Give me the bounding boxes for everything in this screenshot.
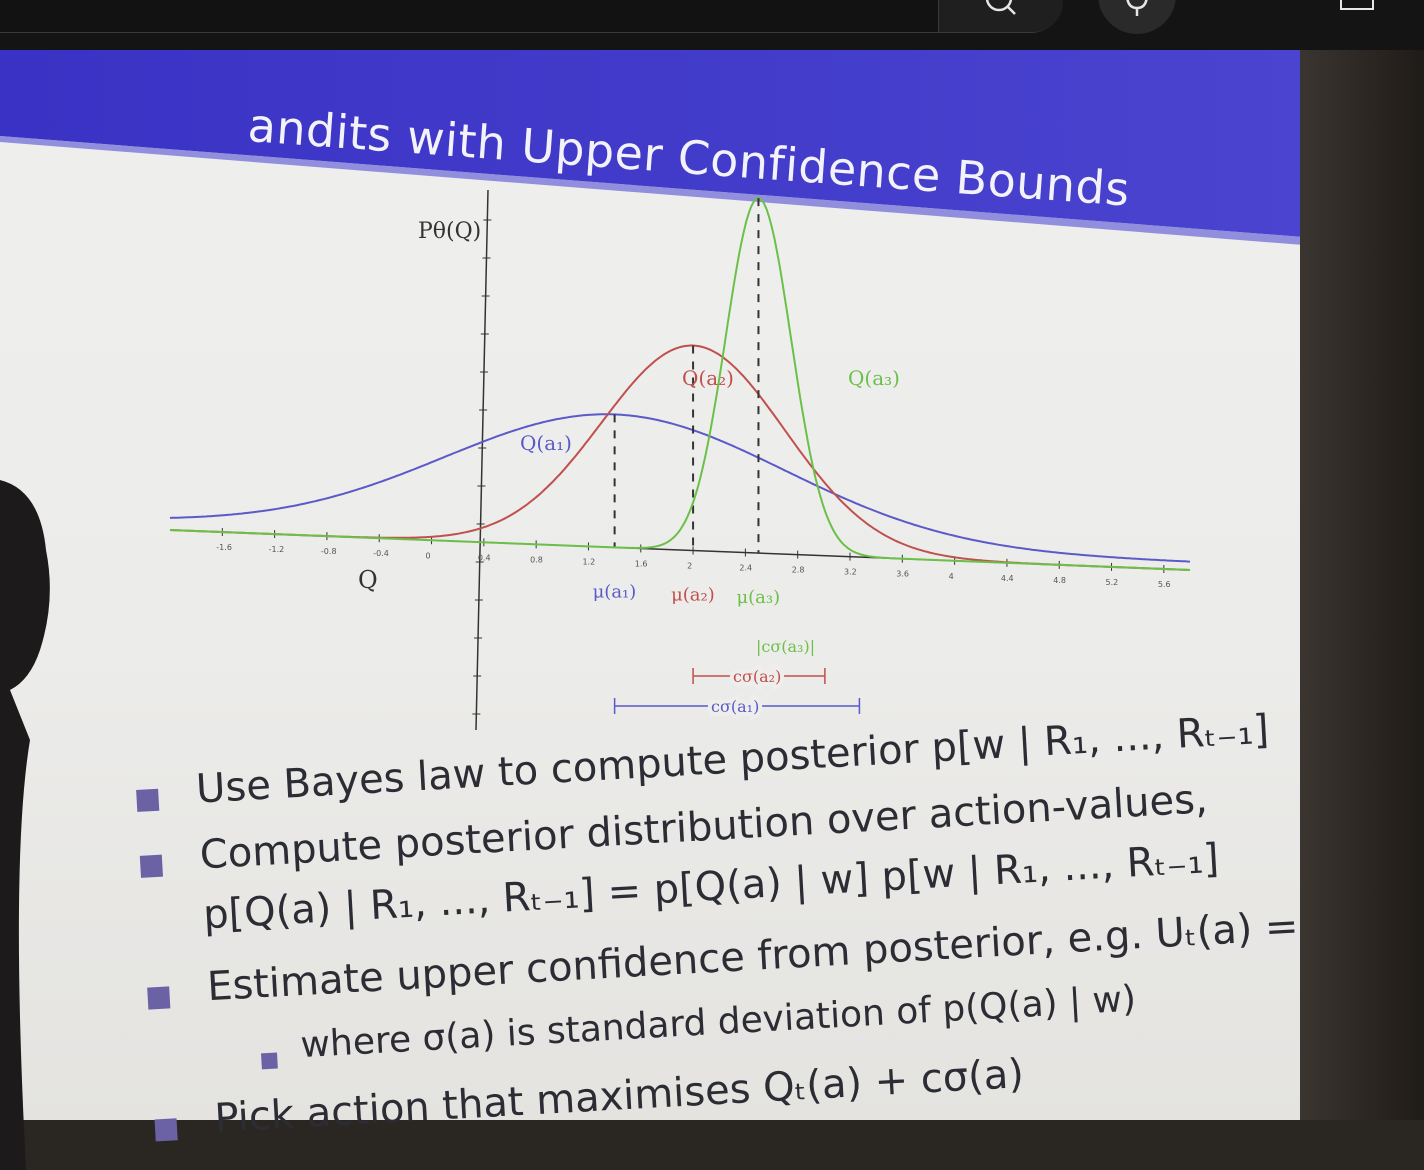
search-button[interactable]: [938, 0, 1063, 32]
mean-label: μ(a₃): [736, 587, 780, 608]
presenter-silhouette: [0, 480, 50, 1170]
search-icon: [985, 0, 1016, 15]
density-curve: [169, 413, 1191, 563]
confidence-label: cσ(a₂): [733, 667, 781, 686]
x-tick-label: 5.2: [1106, 578, 1119, 587]
x-tick-label: 3.6: [896, 570, 909, 579]
x-tick-label: -0.4: [373, 549, 389, 558]
search-input[interactable]: [0, 0, 1061, 33]
confidence-label: cσ(a₁): [711, 697, 759, 716]
x-tick-label: 4: [949, 572, 954, 581]
x-tick-label: 0.4: [478, 553, 491, 562]
slide: andits with Upper Confidence Bounds Pθ(Q…: [0, 50, 1415, 1170]
series-label: Q(a₁): [520, 431, 572, 455]
x-tick-label: 0: [426, 551, 431, 560]
mean-label: μ(a₂): [671, 585, 715, 606]
x-tick-label: 2: [687, 562, 692, 571]
posterior-distribution-chart: Pθ(Q) Q -1.6 -1.2 -0.8 -0.4 0 0.4 0.8 1.2 1.6 2 2.4 2…: [169, 189, 1191, 731]
slide-title-banner: [0, 50, 1316, 246]
x-tick-label: -1.2: [269, 545, 285, 554]
x-axis-label: Q: [358, 566, 378, 594]
browser-top-bar: [0, 0, 1424, 50]
bullet-list: Use Bayes law to compute posterior p[w |…: [135, 705, 1415, 1165]
microphone-icon: [1126, 0, 1148, 16]
bullet-square-icon: [139, 854, 163, 878]
bullet-square-icon: [261, 1052, 278, 1070]
bullet-square-icon: [154, 1118, 178, 1142]
x-tick-label: 1.2: [582, 557, 595, 566]
x-tick-label: -0.8: [321, 547, 337, 556]
x-tick-label: 0.8: [530, 555, 543, 564]
x-tick-label: 1.6: [635, 559, 648, 568]
x-tick-label: 4.4: [1001, 574, 1014, 583]
bullet-square-icon: [147, 986, 171, 1010]
x-tick-label: 5.6: [1158, 580, 1171, 589]
y-axis: [475, 189, 489, 731]
x-tick-label: -1.6: [216, 543, 232, 552]
x-tick-label: 2.8: [792, 566, 805, 575]
create-icon[interactable]: [1340, 0, 1374, 10]
series-label: Q(a₂): [682, 366, 734, 390]
x-tick-label: 4.8: [1053, 576, 1066, 585]
x-tick-label: 2.4: [739, 564, 752, 573]
x-tick-label: 3.2: [844, 568, 857, 577]
screen-edge: [1300, 50, 1424, 1120]
confidence-label: |cσ(a₃)|: [756, 637, 815, 656]
series-label: Q(a₃): [848, 366, 900, 390]
y-axis-label: Pθ(Q): [418, 219, 481, 244]
bullet-square-icon: [136, 788, 160, 812]
density-curve: [169, 197, 1191, 571]
microphone-button[interactable]: [1098, 0, 1176, 34]
mean-label: μ(a₁): [593, 581, 637, 602]
